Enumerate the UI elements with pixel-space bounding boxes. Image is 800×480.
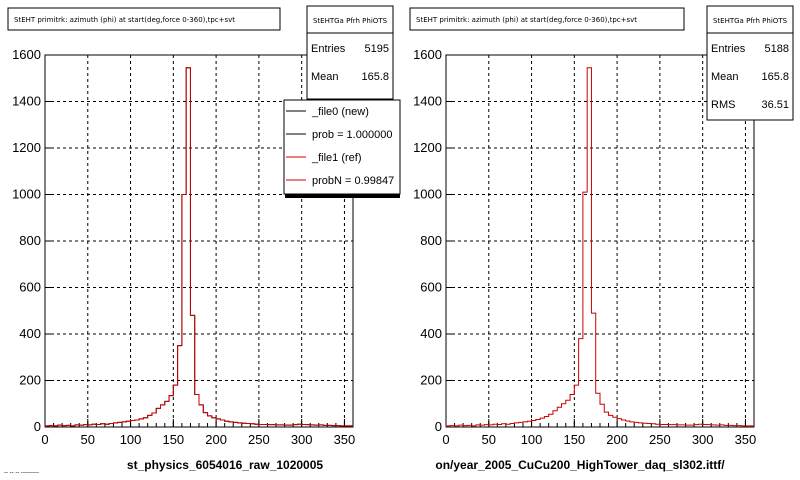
left-x-axis-label: st_physics_6054016_raw_1020005 [127,458,323,472]
left-stats-mean-value: 165.8 [361,71,389,83]
y-tick-label: 1000 [413,187,442,202]
y-tick-label: 1600 [413,47,442,62]
left-y-axis: 0 200 400 600 800 1000 1200 1400 1600 [12,47,53,434]
x-tick-label: 350 [334,432,356,447]
x-tick-label: 300 [692,432,714,447]
footer-text: -- -- -- --------- [4,470,39,476]
y-tick-label: 0 [34,419,41,434]
right-x-axis: 0 50 100 150 200 250 300 350 [442,419,756,447]
left-histogram-lines [44,67,353,427]
right-stats-rms-value: 36.51 [761,99,789,111]
x-tick-label: 100 [120,432,142,447]
x-tick-label: 0 [41,432,48,447]
y-tick-label: 200 [420,373,442,388]
x-tick-label: 200 [606,432,628,447]
left-stats-entries-value: 5195 [365,43,389,55]
y-tick-label: 400 [420,326,442,341]
left-legend-shadow [285,194,400,198]
x-tick-label: 100 [521,432,543,447]
legend-label-probN: probN = 0.99847 [312,175,394,187]
y-tick-label: 600 [19,280,41,295]
left-x-axis: 0 50 100 150 200 250 300 350 [41,419,355,447]
right-stats-box [706,5,794,121]
x-tick-label: 150 [563,432,585,447]
y-tick-label: 1200 [413,140,442,155]
x-tick-label: 0 [442,432,449,447]
y-tick-label: 1400 [413,94,442,109]
right-stats-entries-value: 5188 [765,43,789,55]
right-x-axis-label: on/year_2005_CuCu200_HighTower_daq_sl302… [435,458,725,472]
y-tick-label: 800 [420,233,442,248]
left-stats-mean-label: Mean [311,71,339,83]
y-tick-label: 600 [420,280,442,295]
y-tick-label: 200 [19,373,41,388]
right-histogram-panel: StEHT primitrk: azimuth (phi) at start(d… [409,5,794,472]
right-title-box [409,7,685,31]
right-title-text: StEHT primitrk: azimuth (phi) at start(d… [416,16,637,24]
right-stats-mean-label: Mean [711,71,739,83]
left-stats-entries-label: Entries [311,43,346,55]
left-stats-title: StEHTGa Pfrh PhiOTS [313,17,388,25]
x-tick-label: 300 [291,432,313,447]
x-tick-label: 50 [482,432,496,447]
right-y-axis: 0 200 400 600 800 1000 1200 1400 1600 [413,47,454,434]
y-tick-label: 1600 [12,47,41,62]
y-tick-label: 400 [19,326,41,341]
right-histogram-lines [445,67,754,427]
left-title-text: StEHT primitrk: azimuth (phi) at start(d… [14,16,235,24]
x-tick-label: 200 [205,432,227,447]
x-tick-label: 350 [735,432,757,447]
x-tick-label: 250 [649,432,671,447]
right-stats-rms-label: RMS [711,99,735,111]
x-tick-label: 250 [248,432,270,447]
y-tick-label: 1000 [12,187,41,202]
histogram-series-1 [44,67,353,427]
histogram-series-0 [445,67,754,427]
legend-label-file1: _file1 (ref) [311,152,362,164]
left-histogram-panel: StEHT primitrk: azimuth (phi) at start(d… [7,5,401,472]
y-tick-label: 0 [435,419,442,434]
left-title-box [7,7,281,31]
y-tick-label: 1400 [12,94,41,109]
right-stats-entries-label: Entries [711,43,746,55]
x-tick-label: 150 [162,432,184,447]
right-stats-title: StEHTGa Pfrh PhiOTS [713,17,788,25]
right-stats-mean-value: 165.8 [761,71,789,83]
left-stats-box [306,5,394,100]
y-tick-label: 800 [19,233,41,248]
y-tick-label: 1200 [12,140,41,155]
x-tick-label: 50 [81,432,95,447]
legend-label-prob: prob = 1.000000 [312,129,392,141]
legend-label-file0: _file0 (new) [311,106,369,118]
